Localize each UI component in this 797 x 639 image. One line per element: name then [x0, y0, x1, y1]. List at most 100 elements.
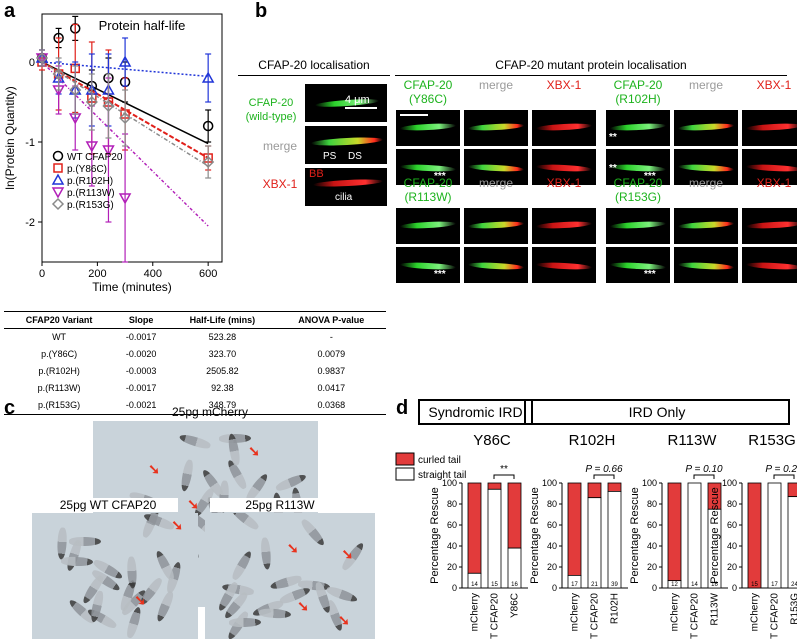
y-tick-label: -2	[25, 217, 35, 229]
category-label: WT CFAP20	[490, 593, 501, 639]
bar-curled	[587, 482, 602, 499]
y-axis-label: Percentage Rescue	[709, 487, 721, 584]
legend-entry: p.(R102H)	[67, 176, 113, 187]
y-tick-label: 40	[727, 541, 737, 551]
y-tick-label: 20	[447, 562, 457, 572]
data-point	[85, 141, 99, 153]
bar-straight	[467, 572, 482, 589]
n-label: 14	[691, 582, 698, 588]
wt-green-image: 4 μm	[305, 84, 387, 122]
data-point	[52, 150, 64, 162]
embryo	[228, 617, 261, 628]
data-point	[51, 187, 65, 199]
ps-label: PS	[323, 151, 337, 162]
data-point	[102, 145, 115, 157]
arrow-icon: ➘	[297, 597, 309, 614]
mutant-label: CFAP-20 (R102H)	[613, 78, 663, 106]
scale-label: 4 μm	[345, 94, 370, 106]
micrograph-green: *** **	[606, 149, 670, 185]
y-tick-label: 60	[447, 520, 457, 530]
significance-stars: **	[609, 132, 617, 143]
sig-bracket	[693, 474, 715, 479]
y-tick-label: 40	[447, 541, 457, 551]
rescue-charts: curled tail straight tail Y86C 0 20 40 60 80 100…	[395, 432, 797, 639]
arrow-icon: ➘	[248, 443, 261, 460]
data-point	[35, 51, 49, 65]
panel-label-d: d	[396, 397, 409, 419]
table-cell: -0.0017	[125, 332, 157, 342]
category-label: R102H	[610, 593, 621, 624]
significance-stars: ***	[644, 269, 656, 280]
bar-straight	[707, 508, 722, 589]
table-header: Slope	[114, 311, 169, 329]
sig-bracket	[593, 474, 615, 479]
embryo	[274, 472, 308, 494]
y-axis-label: Percentage Rescue	[429, 487, 441, 584]
table-cell: 523.28	[208, 332, 237, 342]
micrograph-red	[532, 247, 596, 283]
bar-curled	[607, 482, 622, 492]
y-tick-label: 80	[547, 499, 557, 509]
table-cell: 348.79	[168, 397, 277, 415]
micrograph-green	[606, 208, 670, 244]
merge-label: merge	[262, 139, 297, 153]
arrow-icon: ➘	[287, 539, 299, 556]
y-tick-label: 80	[647, 499, 657, 509]
x-tick-label: 200	[88, 268, 106, 280]
micrograph-green	[396, 208, 460, 244]
y-tick-label: 0	[29, 57, 35, 69]
micrograph-red	[742, 208, 797, 244]
data-point	[52, 67, 65, 81]
group-title: R153G	[748, 432, 796, 449]
micrograph-merge	[464, 110, 528, 146]
panel-label-a: a	[4, 0, 16, 22]
fit-line	[41, 61, 209, 167]
category-label: WT CFAP20	[770, 593, 781, 639]
group-title: R113W	[668, 432, 718, 449]
y-axis-label: Percentage Rescue	[629, 487, 641, 584]
legend-straight: straight tail	[418, 470, 466, 481]
significance-stars: **	[609, 163, 617, 174]
y-tick-label: 0	[652, 583, 657, 593]
xbx-label: XBX-1	[546, 176, 582, 190]
x-tick-label: 400	[144, 268, 162, 280]
table-cell: -0.0003	[125, 366, 157, 376]
table-cell: p.(Y86C)	[41, 349, 78, 359]
micrograph-red	[532, 149, 596, 185]
ds-label: DS	[348, 151, 362, 162]
table-header: ANOVA P-value	[276, 311, 386, 329]
legend-swatch-curled	[395, 452, 415, 466]
bb-label: BB	[309, 168, 324, 180]
micrograph-merge	[674, 208, 738, 244]
micrograph-green: **	[606, 110, 670, 146]
y-tick-label: 0	[452, 583, 457, 593]
arrow-icon: ➘	[187, 495, 199, 512]
y-tick-label: 20	[727, 562, 737, 572]
legend-swatch-straight	[395, 467, 415, 481]
micrograph-merge	[674, 149, 738, 185]
table-row: p.(R113W) -0.0017 92.38 0.0417	[4, 380, 386, 397]
y-tick-label: 0	[732, 583, 737, 593]
data-point	[201, 71, 215, 83]
embryo	[230, 549, 254, 582]
sig-label: P = 0.66	[585, 464, 623, 475]
arrow-icon: ➘	[171, 516, 184, 533]
y-tick-label: 80	[727, 499, 737, 509]
category-label: R153G	[790, 593, 797, 625]
embryo	[269, 573, 304, 591]
sig-bracket	[493, 474, 515, 479]
arrow-icon: ➘	[134, 591, 147, 608]
sig-bracket	[773, 474, 795, 479]
y-tick-label: 0	[552, 583, 557, 593]
n-label: 12	[671, 582, 678, 588]
significance-stars: ***	[644, 171, 656, 182]
category-label: R113W	[710, 592, 721, 625]
category-label: mCherry	[750, 593, 761, 631]
bar-straight	[507, 547, 522, 589]
embryo	[56, 527, 68, 561]
table-row: p.(R153G) -0.0021 348.79 0.0368	[4, 397, 386, 415]
merge-label: merge	[688, 78, 723, 92]
y-tick-label: 60	[547, 520, 557, 530]
category-label: mCherry	[470, 593, 481, 631]
arrow-icon: ➘	[148, 461, 160, 478]
